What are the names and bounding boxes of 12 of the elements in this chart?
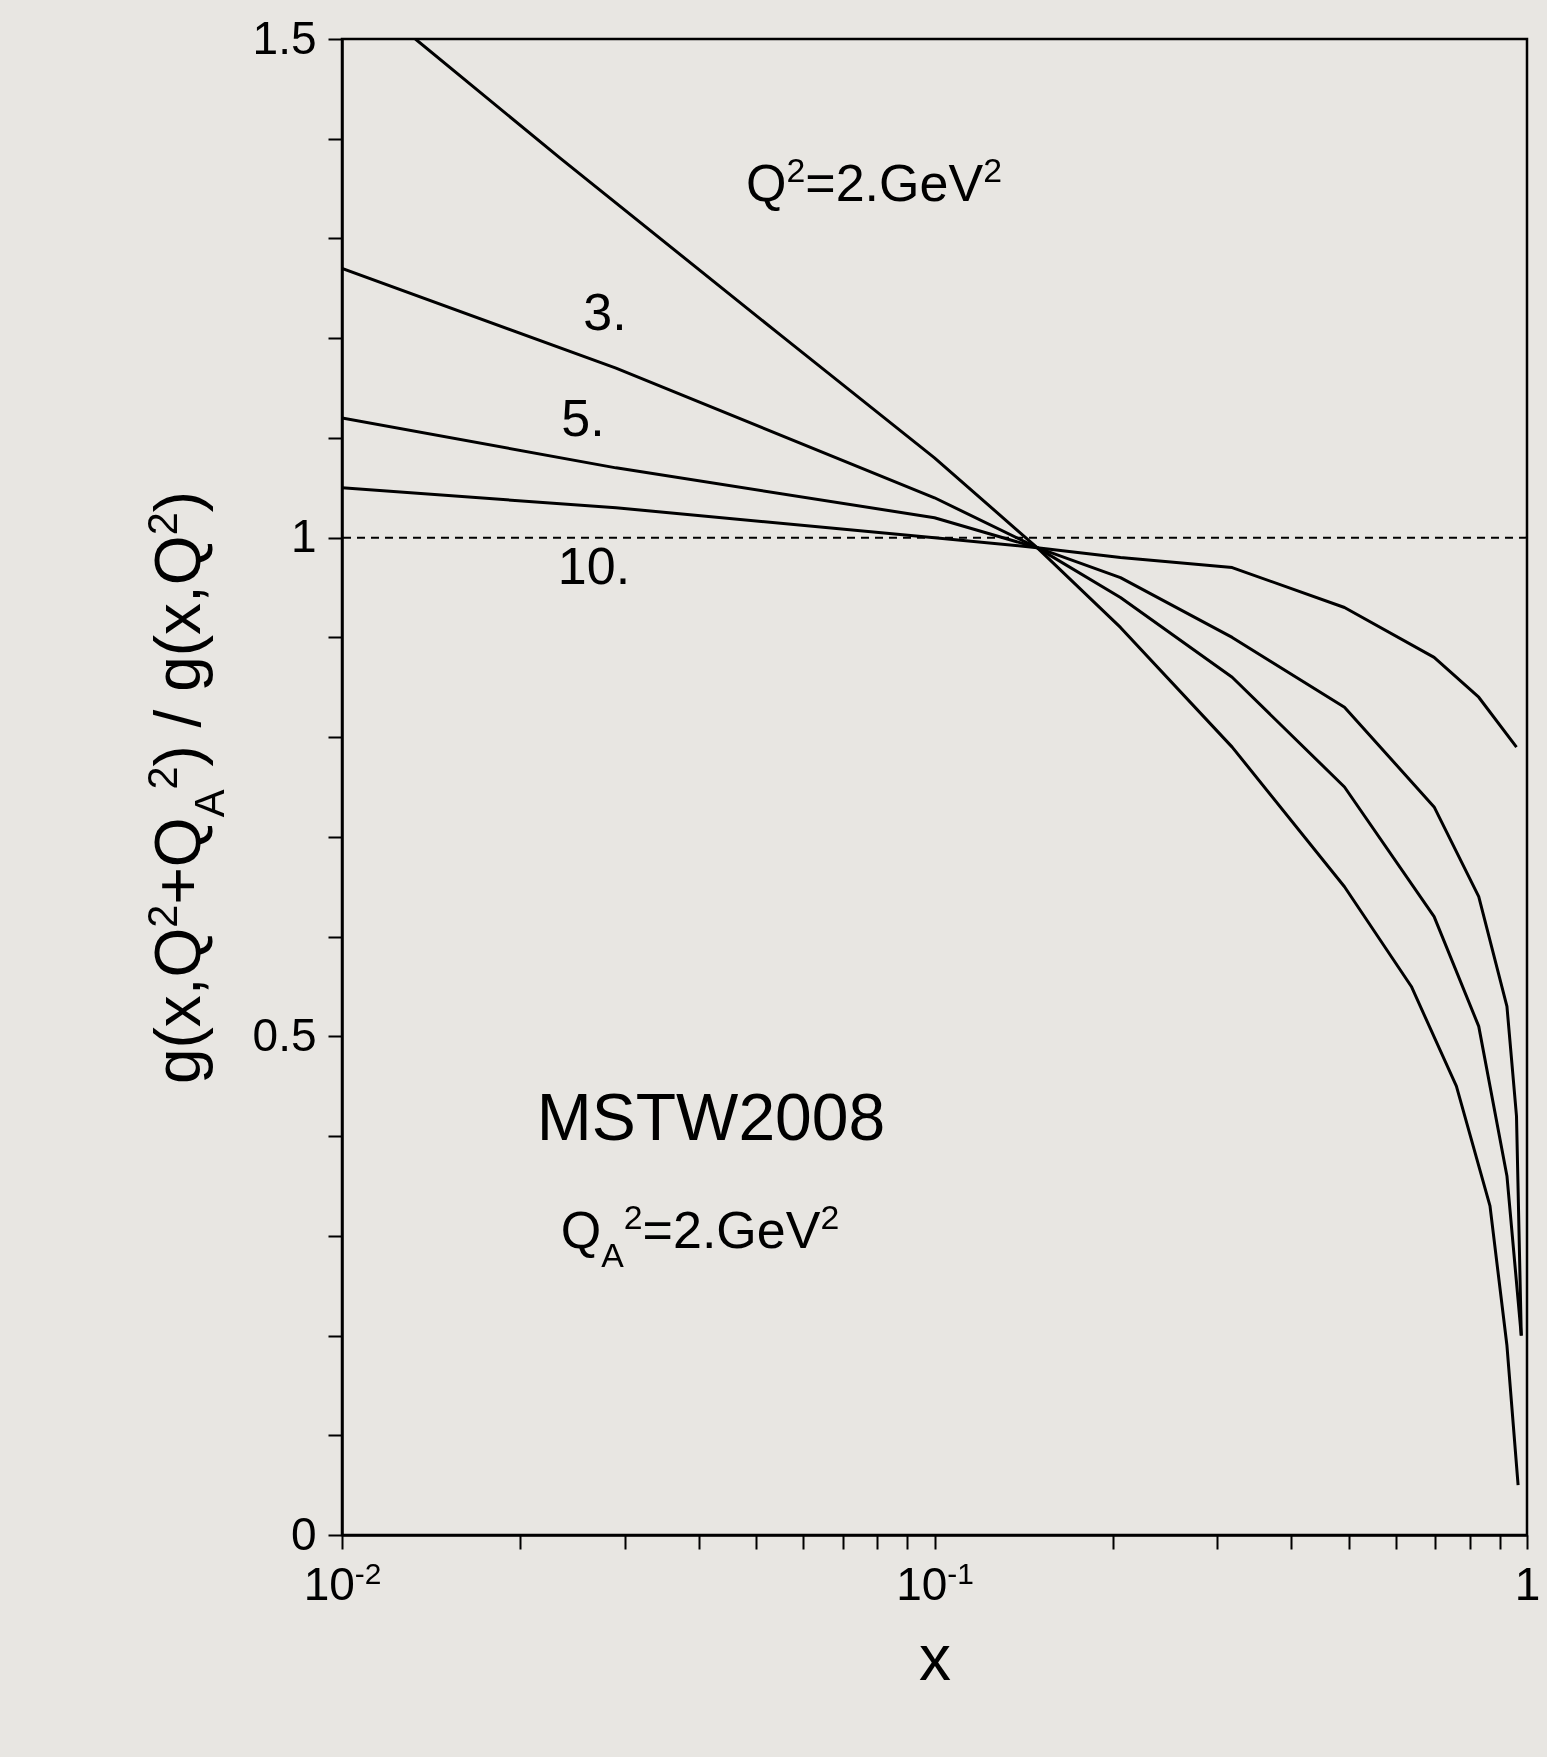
x-axis-title: x (919, 1621, 951, 1694)
annotation: 10. (557, 537, 631, 595)
y-tick-label: 0.5 (252, 1008, 317, 1061)
annotation: 5. (561, 389, 605, 447)
y-tick-label: 1 (290, 510, 317, 563)
annotation: Q$_{A}$$^{2}$=2.GeV$^{2}$ (560, 1198, 840, 1274)
annotation: Q$^{2}$=2.GeV$^{2}$ (746, 151, 1002, 212)
annotation: MSTW2008 (536, 1080, 886, 1154)
x-tick-label: 1 (1514, 1557, 1541, 1610)
annotation: 3. (583, 283, 627, 341)
x-tick-label: 10$^{-1}$ (896, 1556, 974, 1610)
y-tick-label: 1.5 (252, 11, 317, 64)
